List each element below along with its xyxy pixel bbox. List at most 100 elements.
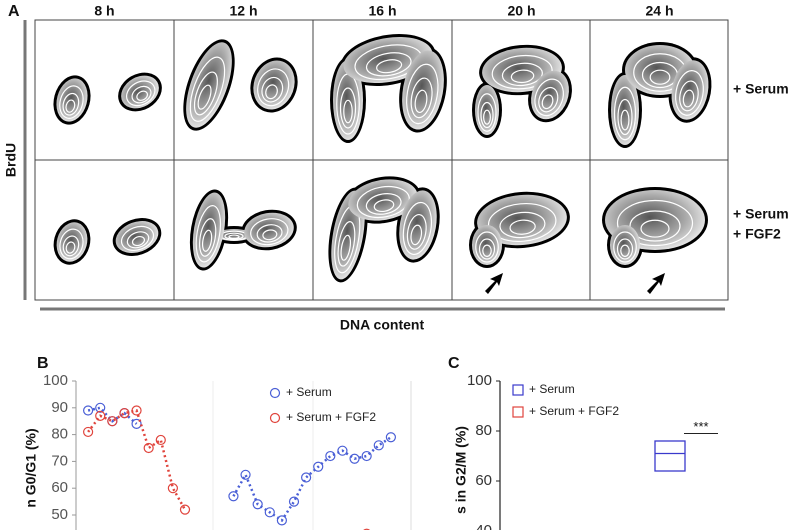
contour [414,89,428,114]
point [337,445,348,456]
contour [682,89,695,108]
trend-line [87,406,138,425]
contour [337,221,356,267]
point [131,418,142,429]
contour [365,52,412,77]
point [107,416,118,427]
contour [406,213,427,250]
legend-label: + Serum [286,385,332,399]
contour [262,229,278,241]
contour [343,99,353,124]
contour [201,229,213,252]
row-label: + FGF2 [733,226,781,242]
contour [509,219,536,235]
contour [65,99,76,113]
contour [339,87,357,129]
y-tick-label: 70 [51,452,68,469]
contour [477,93,497,132]
point [373,440,384,451]
contour [483,109,491,125]
point [301,472,312,483]
legend-marker [512,406,524,418]
column-label: 20 h [507,3,535,19]
contour [491,54,553,90]
y-axis-label: s in G2/M (%) [453,426,469,514]
column-label: 16 h [368,3,396,19]
contour [616,238,634,260]
point [228,491,239,502]
legend-marker [269,387,281,399]
contour [616,199,694,247]
y-tick-label: 60 [51,479,68,496]
contour [373,199,395,213]
contour [257,68,290,107]
contour [410,224,423,246]
y-tick-label: 90 [51,399,68,416]
contour [62,92,80,116]
contour [475,231,499,263]
point [119,408,130,419]
contour [613,231,637,263]
contour [340,234,352,261]
point [264,507,275,518]
contour [534,78,564,117]
point [276,515,287,526]
column-label: 8 h [94,3,114,19]
y-axis-label: BrdU [3,143,19,177]
contour [617,98,633,136]
trend-line [87,409,187,511]
contour [620,244,630,257]
y-tick-label: 60 [475,472,492,489]
panel-label: B [37,355,49,372]
arrow [485,273,503,294]
contour [510,69,535,84]
contour [120,225,155,251]
contour [501,62,543,87]
significance-label: *** [693,419,708,434]
point [385,432,396,443]
y-tick-label: 100 [467,372,492,389]
row-label: + Serum [733,81,789,97]
cytometry-plots [53,34,712,294]
point [83,426,94,438]
point [143,442,154,454]
contour [376,59,403,74]
contour [356,185,410,219]
contour [197,84,212,110]
point [240,469,251,480]
box [654,440,686,472]
contour [620,109,630,131]
contour [228,234,240,240]
y-tick-label: 40 [475,522,492,530]
point [167,483,178,494]
contour [125,80,156,107]
arrow [647,273,665,294]
point [363,528,371,530]
column-label: 24 h [645,3,673,19]
point [288,496,300,507]
contour [675,70,704,116]
y-tick-label: 80 [51,426,68,443]
contour [629,210,681,242]
point [131,405,142,416]
point [179,504,191,515]
contour [365,193,402,215]
contour [406,63,439,125]
contour [480,101,494,129]
contour [478,238,496,260]
point [95,402,106,413]
contour [402,201,433,256]
contour [198,218,217,257]
row-label: + Serum [733,206,789,222]
point [349,453,360,464]
panel-label: C [448,355,460,372]
legend-label: + Serum + FGF2 [529,404,619,418]
legend-marker [269,412,281,424]
contour [256,224,283,243]
contour [679,80,699,112]
contour [265,84,278,100]
contour [131,235,146,247]
legend-label: + Serum + FGF2 [286,410,376,424]
contour [541,94,554,110]
